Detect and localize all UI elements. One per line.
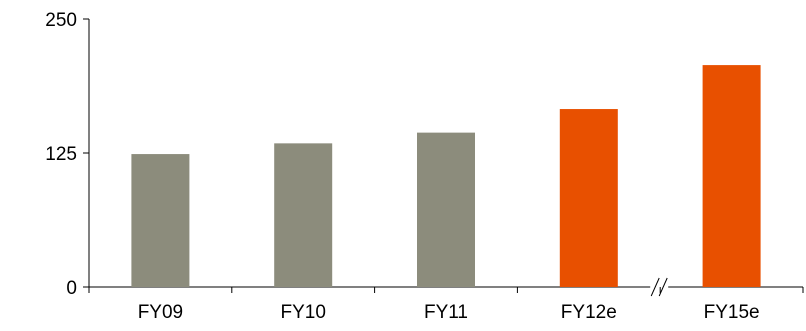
bar-fy15e <box>702 65 761 287</box>
bar-fy12e <box>559 109 618 287</box>
y-tick-label: 0 <box>66 278 77 299</box>
x-tick-label: FY10 <box>280 302 325 323</box>
x-tick-label: FY15e <box>704 302 760 323</box>
y-tick-label: 125 <box>45 144 77 165</box>
axis-break-slash <box>650 277 660 297</box>
bar-fy09 <box>131 154 190 287</box>
bars <box>131 65 761 287</box>
y-axis: 0 125 250 <box>45 10 90 299</box>
x-tick-label: FY11 <box>424 302 468 323</box>
bar-fy10 <box>274 143 333 287</box>
x-tick-label: FY09 <box>138 302 183 323</box>
x-axis: FY09 FY10 FY11 FY12e FY15e <box>88 286 804 323</box>
axis-break-marker <box>650 277 668 297</box>
bar-fy11 <box>417 132 475 287</box>
y-tick-label: 250 <box>45 10 77 31</box>
x-tick-label: FY12e <box>561 302 617 323</box>
axis-break-slash <box>658 277 668 297</box>
